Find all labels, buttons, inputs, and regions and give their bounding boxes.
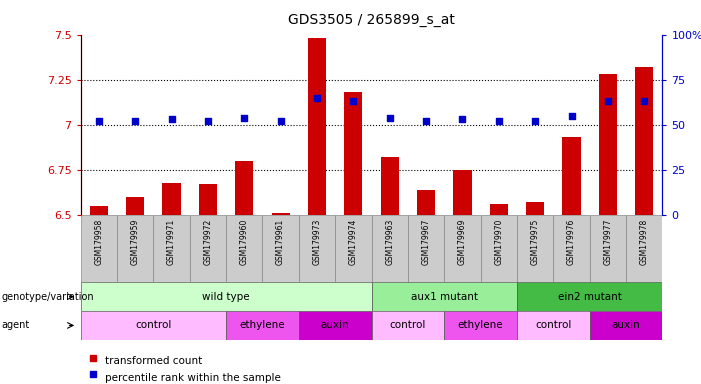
Bar xyxy=(335,215,372,282)
Bar xyxy=(372,282,517,311)
Point xyxy=(93,118,104,124)
Bar xyxy=(562,137,580,215)
Text: agent: agent xyxy=(1,320,29,331)
Bar xyxy=(526,202,544,215)
Bar xyxy=(372,215,408,282)
Text: aux1 mutant: aux1 mutant xyxy=(411,291,478,302)
Point xyxy=(457,116,468,122)
Bar xyxy=(626,215,662,282)
Bar xyxy=(481,215,517,282)
Bar xyxy=(126,197,144,215)
Point xyxy=(384,114,395,121)
Text: GSM179973: GSM179973 xyxy=(313,218,322,265)
Point xyxy=(166,116,177,122)
Bar xyxy=(299,215,335,282)
Bar xyxy=(517,311,590,340)
Bar xyxy=(117,215,154,282)
Text: ethylene: ethylene xyxy=(458,320,503,331)
Text: wild type: wild type xyxy=(203,291,250,302)
Bar xyxy=(553,215,590,282)
Bar xyxy=(81,311,226,340)
Text: control: control xyxy=(390,320,426,331)
Point xyxy=(275,118,286,124)
Point xyxy=(348,98,359,104)
Point xyxy=(238,114,250,121)
Text: GSM179975: GSM179975 xyxy=(531,218,540,265)
Bar xyxy=(408,215,444,282)
Text: ethylene: ethylene xyxy=(240,320,285,331)
Bar xyxy=(271,213,290,215)
Point xyxy=(566,113,577,119)
Point xyxy=(602,98,613,104)
Bar xyxy=(90,206,108,215)
Point xyxy=(494,118,505,124)
Text: GSM179961: GSM179961 xyxy=(276,218,285,265)
Bar xyxy=(226,215,262,282)
Bar xyxy=(235,161,253,215)
Bar xyxy=(381,157,399,215)
Point xyxy=(130,118,141,124)
Bar xyxy=(454,170,472,215)
Bar xyxy=(344,92,362,215)
Bar xyxy=(81,282,372,311)
Bar xyxy=(262,215,299,282)
Bar xyxy=(444,215,481,282)
Text: GSM179969: GSM179969 xyxy=(458,218,467,265)
Bar xyxy=(490,204,508,215)
Bar xyxy=(635,67,653,215)
Text: GSM179959: GSM179959 xyxy=(130,218,139,265)
Text: GSM179972: GSM179972 xyxy=(203,218,212,265)
Text: GDS3505 / 265899_s_at: GDS3505 / 265899_s_at xyxy=(288,13,455,27)
Point xyxy=(311,95,322,101)
Text: GSM179971: GSM179971 xyxy=(167,218,176,265)
Text: percentile rank within the sample: percentile rank within the sample xyxy=(105,373,281,383)
Bar xyxy=(299,311,372,340)
Text: genotype/variation: genotype/variation xyxy=(1,291,94,302)
Text: transformed count: transformed count xyxy=(105,356,203,366)
Text: GSM179958: GSM179958 xyxy=(95,218,103,265)
Text: auxin: auxin xyxy=(612,320,641,331)
Point xyxy=(421,118,432,124)
Text: GSM179977: GSM179977 xyxy=(604,218,613,265)
Text: control: control xyxy=(135,320,172,331)
Bar xyxy=(226,311,299,340)
Bar xyxy=(163,182,181,215)
Bar xyxy=(81,215,117,282)
Text: GSM179978: GSM179978 xyxy=(640,218,648,265)
Bar xyxy=(444,311,517,340)
Text: GSM179974: GSM179974 xyxy=(349,218,358,265)
Point xyxy=(203,118,214,124)
Text: control: control xyxy=(535,320,571,331)
Text: auxin: auxin xyxy=(321,320,350,331)
Bar xyxy=(199,184,217,215)
Text: GSM179963: GSM179963 xyxy=(386,218,394,265)
Point xyxy=(529,118,540,124)
Bar xyxy=(417,190,435,215)
Text: GSM179970: GSM179970 xyxy=(494,218,503,265)
Bar xyxy=(190,215,226,282)
Text: ein2 mutant: ein2 mutant xyxy=(558,291,622,302)
Bar xyxy=(308,38,326,215)
Bar xyxy=(599,74,617,215)
Bar xyxy=(517,282,662,311)
Bar xyxy=(517,215,553,282)
Bar xyxy=(154,215,190,282)
Text: GSM179976: GSM179976 xyxy=(567,218,576,265)
Bar xyxy=(372,311,444,340)
Bar xyxy=(590,311,662,340)
Text: GSM179960: GSM179960 xyxy=(240,218,249,265)
Text: GSM179967: GSM179967 xyxy=(421,218,430,265)
Bar xyxy=(590,215,626,282)
Point xyxy=(639,98,650,104)
